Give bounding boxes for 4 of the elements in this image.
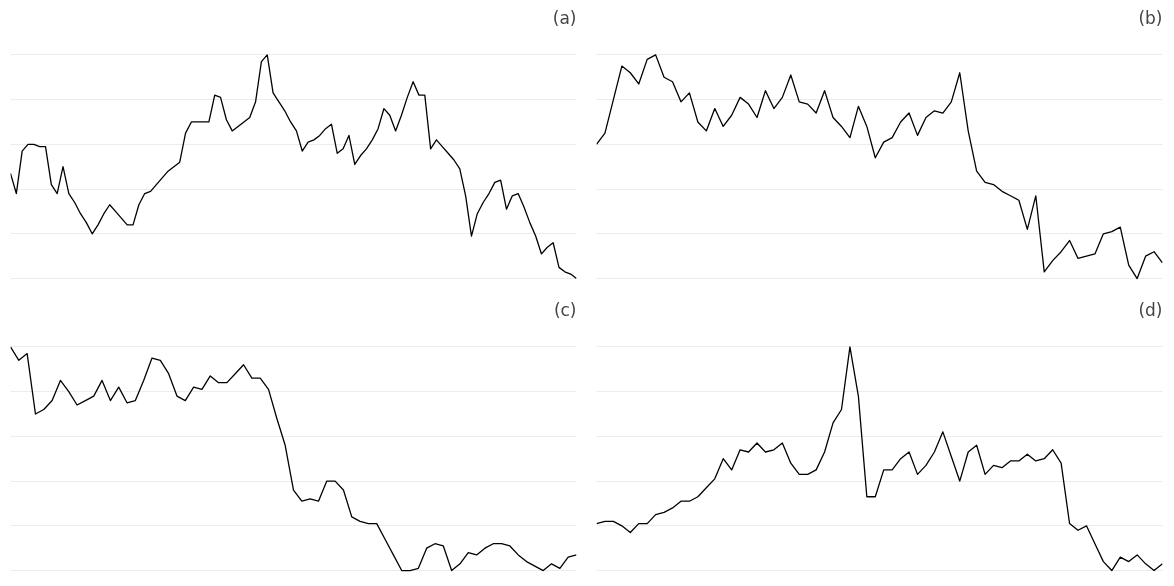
chart-title: (d)	[1138, 299, 1163, 320]
chart-title: (a)	[552, 7, 577, 28]
chart-title: (b)	[1138, 7, 1163, 28]
chart-title: (c)	[553, 299, 577, 320]
